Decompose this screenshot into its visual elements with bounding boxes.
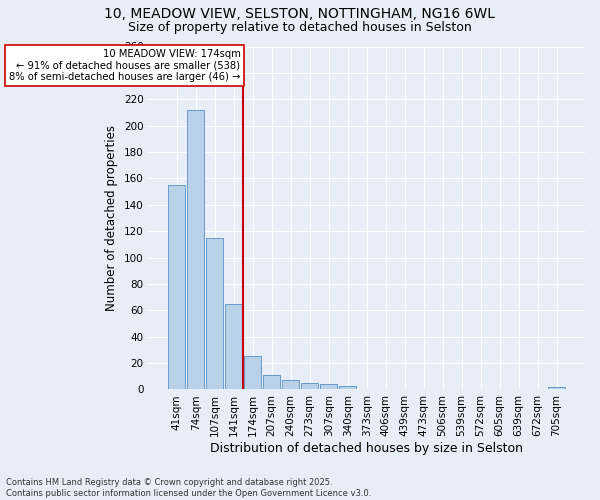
- Bar: [301, 383, 318, 390]
- Text: 10, MEADOW VIEW, SELSTON, NOTTINGHAM, NG16 6WL: 10, MEADOW VIEW, SELSTON, NOTTINGHAM, NG…: [104, 8, 496, 22]
- Bar: [187, 110, 205, 390]
- Bar: [244, 356, 261, 390]
- Text: Size of property relative to detached houses in Selston: Size of property relative to detached ho…: [128, 21, 472, 34]
- Bar: [168, 185, 185, 390]
- Bar: [548, 387, 565, 390]
- Bar: [206, 238, 223, 390]
- Bar: [320, 384, 337, 390]
- Bar: [282, 380, 299, 390]
- Bar: [225, 304, 242, 390]
- X-axis label: Distribution of detached houses by size in Selston: Distribution of detached houses by size …: [210, 442, 523, 455]
- Text: Contains HM Land Registry data © Crown copyright and database right 2025.
Contai: Contains HM Land Registry data © Crown c…: [6, 478, 371, 498]
- Y-axis label: Number of detached properties: Number of detached properties: [105, 125, 118, 311]
- Text: 10 MEADOW VIEW: 174sqm
← 91% of detached houses are smaller (538)
8% of semi-det: 10 MEADOW VIEW: 174sqm ← 91% of detached…: [9, 49, 241, 82]
- Bar: [339, 386, 356, 390]
- Bar: [263, 375, 280, 390]
